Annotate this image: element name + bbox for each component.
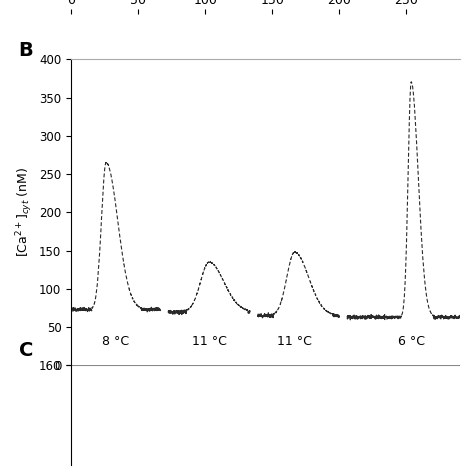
Text: B: B (18, 41, 33, 60)
Y-axis label: [Ca$^{2+}$]$_{cyt}$ (nM): [Ca$^{2+}$]$_{cyt}$ (nM) (14, 167, 35, 257)
Text: C: C (18, 341, 33, 360)
Text: 11 °C: 11 °C (191, 335, 227, 348)
Text: 8 °C: 8 °C (102, 335, 129, 348)
Text: 200 s: 200 s (291, 393, 325, 406)
Text: 6 °C: 6 °C (398, 335, 425, 348)
Text: 11 °C: 11 °C (277, 335, 312, 348)
